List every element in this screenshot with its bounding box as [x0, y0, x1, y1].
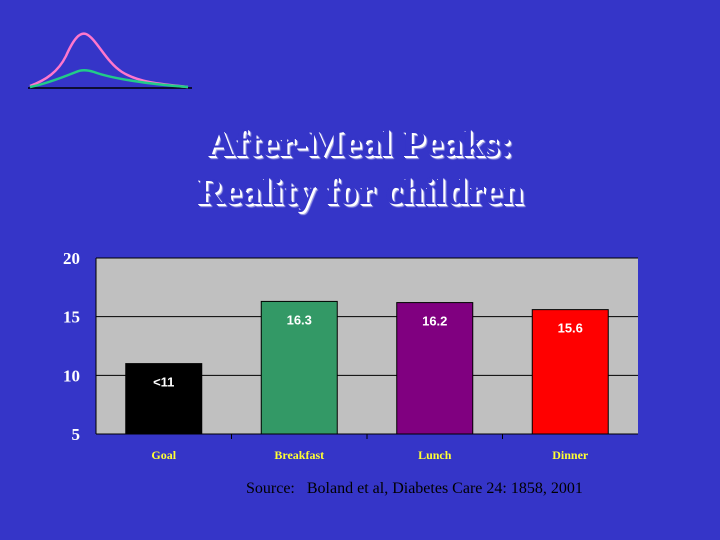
bar-lunch	[396, 302, 474, 435]
bar-breakfast	[260, 300, 338, 435]
x-tick-label-dinner: Dinner	[552, 448, 589, 462]
data-label-goal: <11	[153, 375, 174, 390]
slide-title-line-1: After-Meal Peaks:	[207, 123, 513, 165]
bar-goal	[125, 363, 203, 435]
x-tick-label-lunch: Lunch	[418, 448, 452, 462]
y-tick-label: 5	[72, 425, 81, 444]
slide-title-line-2: Reality for children	[196, 171, 524, 213]
data-labels: <11 16.3 16.2 15.6	[153, 312, 583, 389]
y-tick-label: 15	[63, 308, 80, 327]
source-prefix: Source:	[246, 480, 295, 497]
data-label-dinner: 15.6	[558, 321, 583, 336]
source-text: Boland et al, Diabetes Care 24: 1858, 20…	[306, 480, 583, 497]
data-label-breakfast: 16.3	[287, 312, 312, 327]
y-tick-label: 10	[63, 366, 80, 385]
x-tick-label-goal: Goal	[151, 448, 176, 462]
y-axis-ticks: 5 10 15 20	[63, 249, 80, 444]
x-tick-label-breakfast: Breakfast	[274, 448, 324, 462]
y-tick-label: 20	[63, 249, 80, 268]
bars	[125, 300, 609, 435]
source-citation: Source: Boland et al, Diabetes Care 24: …	[246, 480, 583, 498]
data-label-lunch: 16.2	[422, 314, 447, 329]
x-axis-ticks: Goal Breakfast Lunch Dinner	[151, 434, 589, 462]
glucose-peak-curves-icon	[28, 32, 192, 89]
bar-chart: 5 10 15 20 Goal Breakfast Lunch Dinner <11 16.3…	[63, 249, 638, 462]
bar-dinner	[531, 309, 609, 435]
